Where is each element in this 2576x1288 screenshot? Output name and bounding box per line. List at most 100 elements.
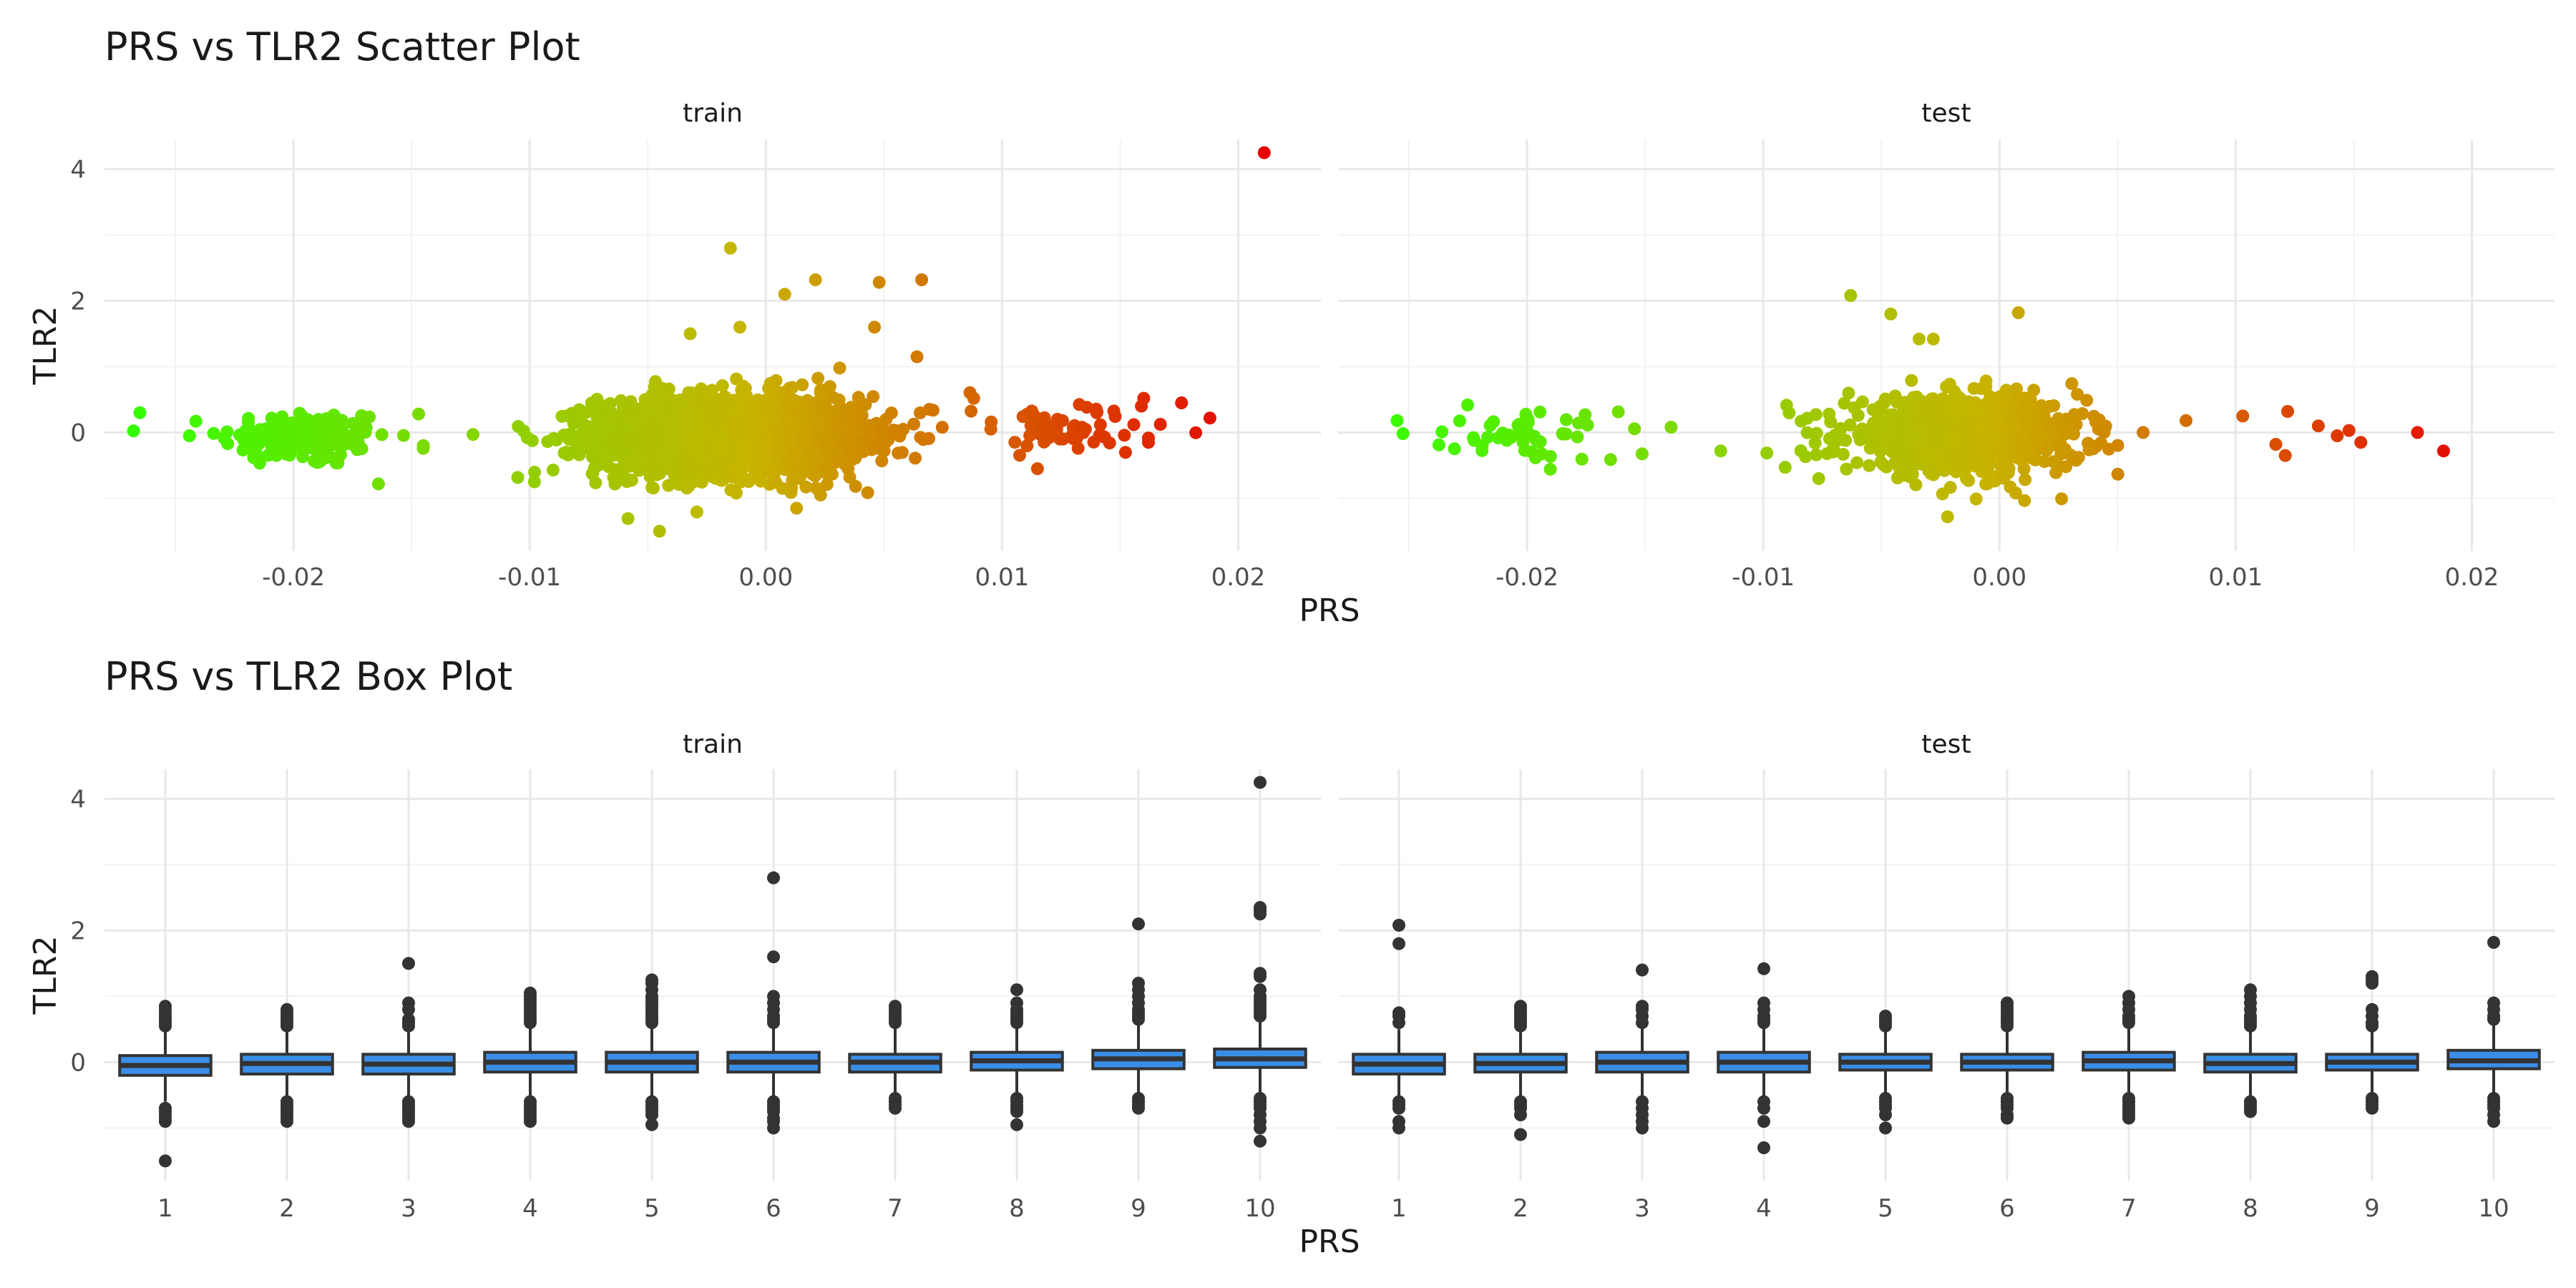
scatter-point — [2044, 417, 2057, 431]
box-outlier — [2001, 1111, 2014, 1125]
scatter-point — [2111, 467, 2124, 481]
scatter-point — [335, 414, 348, 427]
scatter-point — [527, 475, 541, 489]
scatter-point — [1906, 431, 1920, 444]
scatter-y-axis-label: TLR2 — [27, 306, 64, 386]
scatter-point — [1023, 429, 1037, 442]
scatter-point — [260, 427, 273, 441]
scatter-point — [590, 392, 604, 406]
box-outlier — [1757, 996, 1770, 1010]
scatter-point — [769, 425, 783, 439]
scatter-point — [734, 426, 748, 440]
box-outlier — [767, 950, 780, 964]
scatter-point — [814, 386, 827, 399]
box-outlier — [1254, 1134, 1267, 1148]
scatter-point — [907, 417, 920, 431]
scatter-point — [1873, 444, 1887, 458]
scatter-point — [1071, 441, 1085, 455]
scatter-point — [1893, 419, 1906, 432]
box-outlier — [1132, 1101, 1145, 1115]
scatter-point — [323, 450, 337, 464]
scatter-point — [1760, 447, 1774, 460]
scatter-point — [796, 466, 810, 479]
scatter-point — [528, 465, 542, 479]
box-outlier — [1254, 901, 1267, 914]
scatter-point — [1016, 410, 1030, 424]
scatter-point — [2080, 394, 2094, 407]
scatter-point — [1979, 374, 1993, 388]
box-outlier — [1392, 919, 1405, 932]
scatter-point — [1800, 426, 1814, 439]
scatter-point — [910, 350, 924, 364]
scatter-point — [772, 446, 786, 459]
box-x-tick-label: 3 — [1634, 1194, 1650, 1223]
scatter-x-tick-label: 0.01 — [2209, 563, 2263, 592]
scatter-point — [650, 421, 664, 434]
box-x-tick-label: 3 — [401, 1194, 416, 1223]
scatter-point — [820, 478, 834, 491]
box-y-tick-label: 0 — [70, 1048, 86, 1077]
box-x-tick-label: 4 — [1756, 1194, 1772, 1223]
scatter-point — [728, 416, 741, 429]
scatter-point — [1118, 429, 1131, 442]
box-outlier — [1010, 1118, 1023, 1131]
box-outlier — [767, 871, 780, 884]
box-x-tick-label: 8 — [1009, 1194, 1025, 1223]
scatter-point — [884, 406, 898, 420]
scatter-point — [786, 381, 799, 394]
scatter-point — [2005, 424, 2019, 437]
scatter-point — [625, 474, 638, 487]
scatter-x-tick-label: -0.02 — [262, 563, 325, 592]
scatter-x-tick-label: 0.00 — [738, 563, 793, 592]
scatter-point — [811, 371, 825, 385]
scatter-point — [1960, 472, 1974, 485]
scatter-point — [825, 467, 839, 481]
scatter-chart-title: PRS vs TLR2 Scatter Plot — [104, 24, 580, 69]
box-outlier — [524, 1115, 537, 1128]
scatter-point — [585, 444, 598, 457]
scatter-point — [189, 414, 203, 428]
scatter-point — [2059, 427, 2072, 441]
box-outlier — [159, 1000, 172, 1013]
scatter-point — [371, 477, 385, 491]
box-outlier — [1757, 1115, 1770, 1128]
scatter-point — [127, 424, 140, 438]
scatter-point — [221, 437, 235, 450]
scatter-point — [610, 463, 623, 477]
scatter-point — [794, 405, 808, 419]
scatter-point — [563, 427, 577, 441]
scatter-point — [2069, 454, 2083, 467]
scatter-point — [2065, 377, 2079, 391]
scatter-point — [319, 412, 333, 425]
scatter-point — [832, 453, 846, 467]
scatter-point — [1396, 427, 1410, 440]
scatter-point — [876, 422, 889, 436]
scatter-point — [2018, 494, 2031, 507]
scatter-point — [358, 426, 372, 439]
scatter-point — [875, 454, 889, 468]
box-outlier — [2244, 983, 2257, 997]
scatter-point — [895, 446, 909, 459]
scatter-point — [857, 445, 870, 459]
scatter-point — [1502, 428, 1516, 441]
scatter-point — [250, 448, 264, 462]
scatter-point — [589, 476, 602, 489]
scatter-point — [867, 390, 880, 404]
box-outlier — [402, 1115, 415, 1128]
box-outlier — [1392, 1101, 1405, 1115]
scatter-point — [622, 459, 635, 472]
scatter-point — [784, 394, 796, 408]
scatter-point — [926, 404, 940, 417]
scatter-point — [1980, 467, 1994, 480]
scatter-point — [2311, 419, 2325, 433]
scatter-point — [872, 275, 886, 289]
scatter-point — [796, 378, 809, 391]
scatter-point — [1997, 472, 2011, 485]
scatter-point — [861, 486, 874, 499]
scatter-point — [570, 436, 583, 450]
scatter-point — [296, 409, 309, 423]
scatter-point — [826, 391, 840, 404]
scatter-point — [1905, 374, 1918, 387]
box-x-tick-label: 7 — [887, 1194, 903, 1223]
scatter-point — [265, 411, 278, 425]
